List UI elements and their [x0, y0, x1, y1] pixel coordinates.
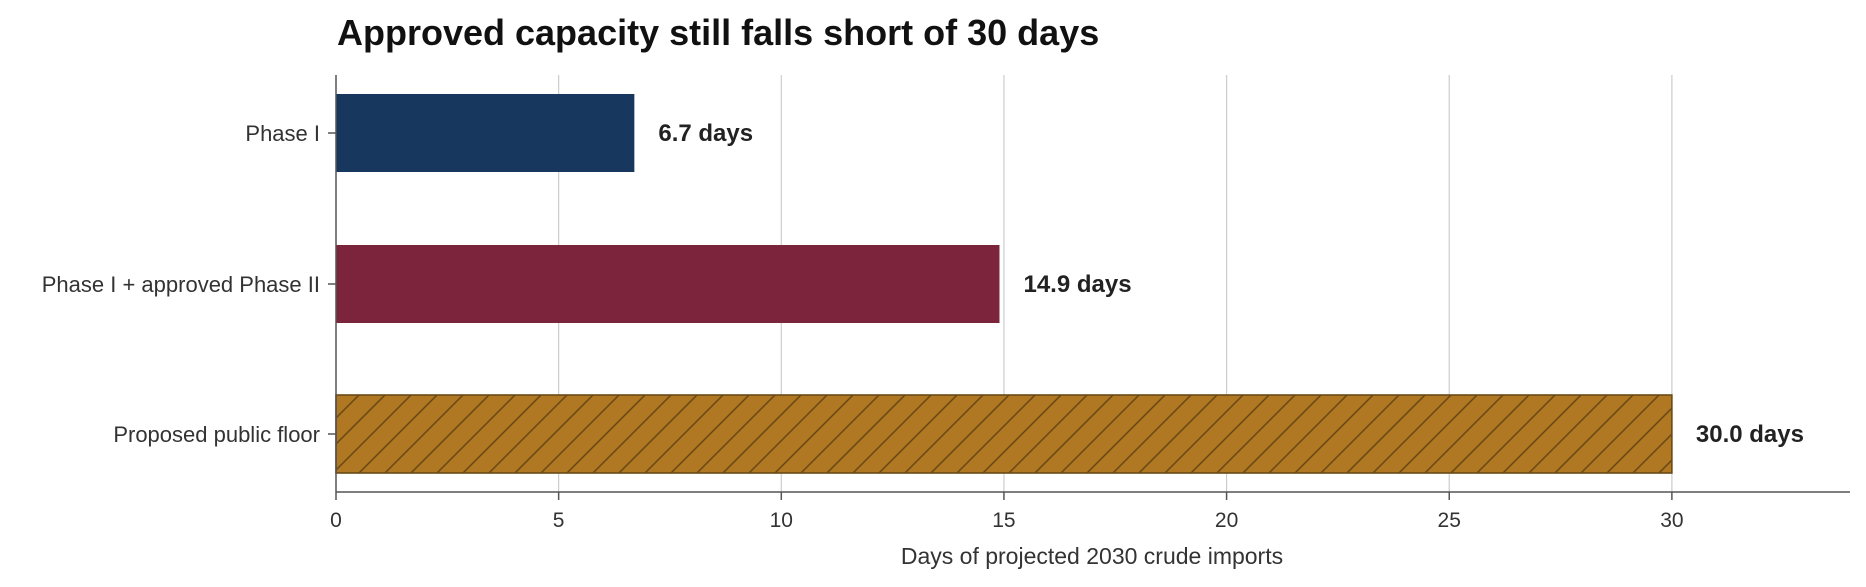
x-tick-label: 15 — [992, 509, 1015, 532]
data-label: 6.7 days — [658, 120, 753, 147]
bar — [336, 245, 1000, 323]
category-label: Phase I — [245, 121, 320, 146]
data-label: 30.0 days — [1696, 421, 1804, 448]
bar — [336, 94, 635, 172]
x-tick-label: 25 — [1438, 509, 1461, 532]
x-tick-label: 5 — [553, 509, 565, 532]
bar-hatch — [335, 394, 1673, 474]
category-label: Phase I + approved Phase II — [42, 272, 320, 297]
x-tick-label: 20 — [1215, 509, 1238, 532]
x-axis-title: Days of projected 2030 crude imports — [901, 543, 1283, 569]
labels: 0 5 10 15 20 25 30 Phase I 6.7 days Phase I + app… — [42, 120, 1804, 532]
category-label: Proposed public floor — [113, 422, 320, 447]
x-tick-label: 0 — [330, 509, 342, 532]
bars — [335, 94, 1673, 474]
axes — [328, 75, 1850, 500]
x-tick-label: 10 — [770, 509, 793, 532]
chart-title: Approved capacity still falls short of 3… — [337, 12, 1099, 53]
data-label: 14.9 days — [1023, 271, 1131, 298]
x-tick-label: 30 — [1660, 509, 1683, 532]
